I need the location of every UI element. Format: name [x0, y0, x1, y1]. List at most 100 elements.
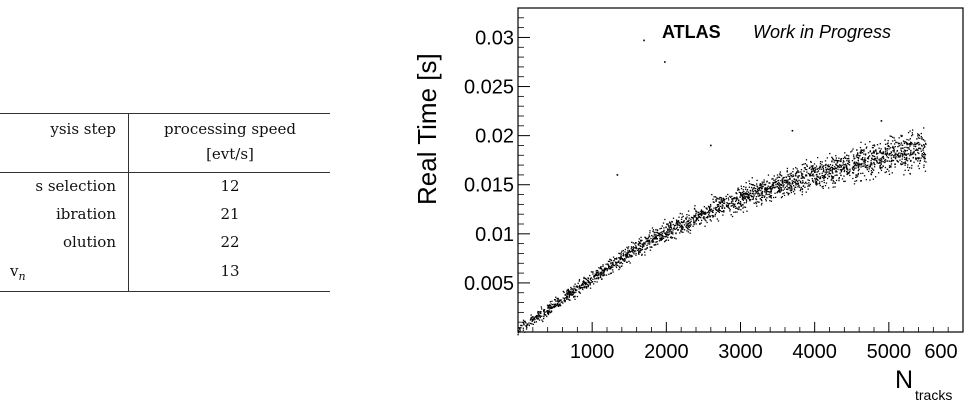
scatter-point: [863, 159, 866, 161]
scatter-point: [900, 147, 902, 149]
scatter-point: [864, 164, 867, 166]
scatter-point: [564, 297, 566, 299]
scatter-point: [819, 163, 822, 165]
scatter-point: [801, 175, 804, 178]
scatter-point: [571, 294, 573, 296]
scatter-point: [886, 168, 889, 170]
scatter-point: [857, 164, 859, 166]
scatter-point: [675, 227, 678, 229]
scatter-point: [604, 267, 606, 269]
scatter-point: [737, 201, 740, 203]
scatter-point: [519, 328, 521, 330]
scatter-point: [675, 219, 678, 221]
scatter-point: [901, 144, 904, 146]
scatter-point: [852, 165, 854, 168]
scatter-point: [917, 165, 919, 167]
scatter-point: [745, 182, 747, 184]
scatter-point: [627, 250, 629, 252]
scatter-point: [895, 152, 897, 154]
scatter-point: [589, 282, 591, 284]
scatter-point: [593, 275, 595, 277]
scatter-point: [812, 165, 814, 167]
scatter-point: [687, 225, 689, 227]
scatter-point: [700, 209, 703, 211]
scatter-point: [689, 229, 692, 232]
scatter-point: [660, 239, 662, 241]
scatter-point: [866, 146, 868, 148]
scatter-point: [840, 165, 842, 167]
scatter-point: [823, 176, 826, 178]
scatter-point: [633, 249, 635, 252]
scatter-point: [694, 222, 696, 224]
scatter-point: [740, 209, 742, 211]
scatter-point: [870, 162, 872, 164]
scatter-point: [860, 150, 863, 152]
scatter-point: [880, 162, 882, 164]
scatter-point: [729, 208, 731, 211]
scatter-point: [698, 214, 700, 216]
scatter-point: [693, 221, 695, 223]
scatter-point: [890, 135, 892, 138]
scatter-point: [700, 210, 702, 213]
scatter-point: [665, 239, 668, 241]
table-column-divider: [128, 113, 129, 292]
scatter-point: [857, 172, 860, 175]
scatter-point: [805, 191, 807, 193]
scatter-point: [769, 199, 771, 202]
scatter-point: [803, 177, 806, 179]
scatter-point: [765, 198, 767, 201]
scatter-point: [726, 205, 728, 207]
scatter-point: [898, 145, 900, 147]
scatter-point: [517, 332, 520, 334]
scatter-point: [534, 316, 536, 319]
scatter-point: [747, 197, 749, 199]
scatter-point: [584, 277, 587, 280]
scatter-point: [713, 196, 715, 198]
scatter-point: [869, 151, 871, 153]
scatter-point: [911, 132, 913, 134]
scatter-point: [718, 202, 721, 204]
scatter-point: [882, 161, 884, 163]
scatter-point: [596, 269, 598, 272]
scatter-point: [780, 190, 783, 192]
scatter-point: [649, 230, 651, 232]
scatter-point: [681, 216, 683, 219]
scatter-point: [835, 164, 838, 166]
scatter-point: [601, 270, 604, 272]
scatter-point: [697, 215, 699, 217]
scatter-point: [874, 150, 877, 152]
scatter-point: [603, 273, 605, 275]
scatter-point: [624, 259, 626, 261]
scatter-point: [909, 143, 911, 146]
scatter-point: [826, 177, 829, 180]
scatter-point: [811, 179, 814, 182]
scatter-point: [838, 157, 840, 159]
scatter-point: [576, 286, 579, 288]
scatter-point: [652, 235, 654, 237]
scatter-point: [869, 179, 871, 181]
scatter-point: [686, 230, 688, 232]
scatter-point: [822, 169, 825, 171]
scatter-point: [921, 154, 923, 156]
scatter-point: [567, 292, 569, 294]
scatter-point: [870, 153, 873, 155]
scatter-point: [838, 159, 840, 162]
scatter-point: [786, 167, 789, 170]
scatter-point: [921, 153, 923, 155]
scatter-point: [802, 177, 804, 179]
scatter-point: [842, 160, 845, 162]
scatter-point: [879, 152, 881, 154]
scatter-point: [770, 188, 772, 190]
scatter-point: [774, 181, 776, 184]
scatter-point: [663, 235, 665, 238]
scatter-point: [581, 282, 584, 285]
scatter-point: [846, 158, 848, 160]
scatter-point: [644, 248, 646, 250]
scatter-point: [755, 190, 757, 193]
scatter-point: [796, 168, 798, 170]
scatter-point: [648, 241, 651, 243]
scatter-point: [912, 157, 914, 159]
scatter-point: [539, 311, 541, 313]
scatter-point: [750, 198, 752, 201]
scatter-point: [596, 271, 599, 274]
